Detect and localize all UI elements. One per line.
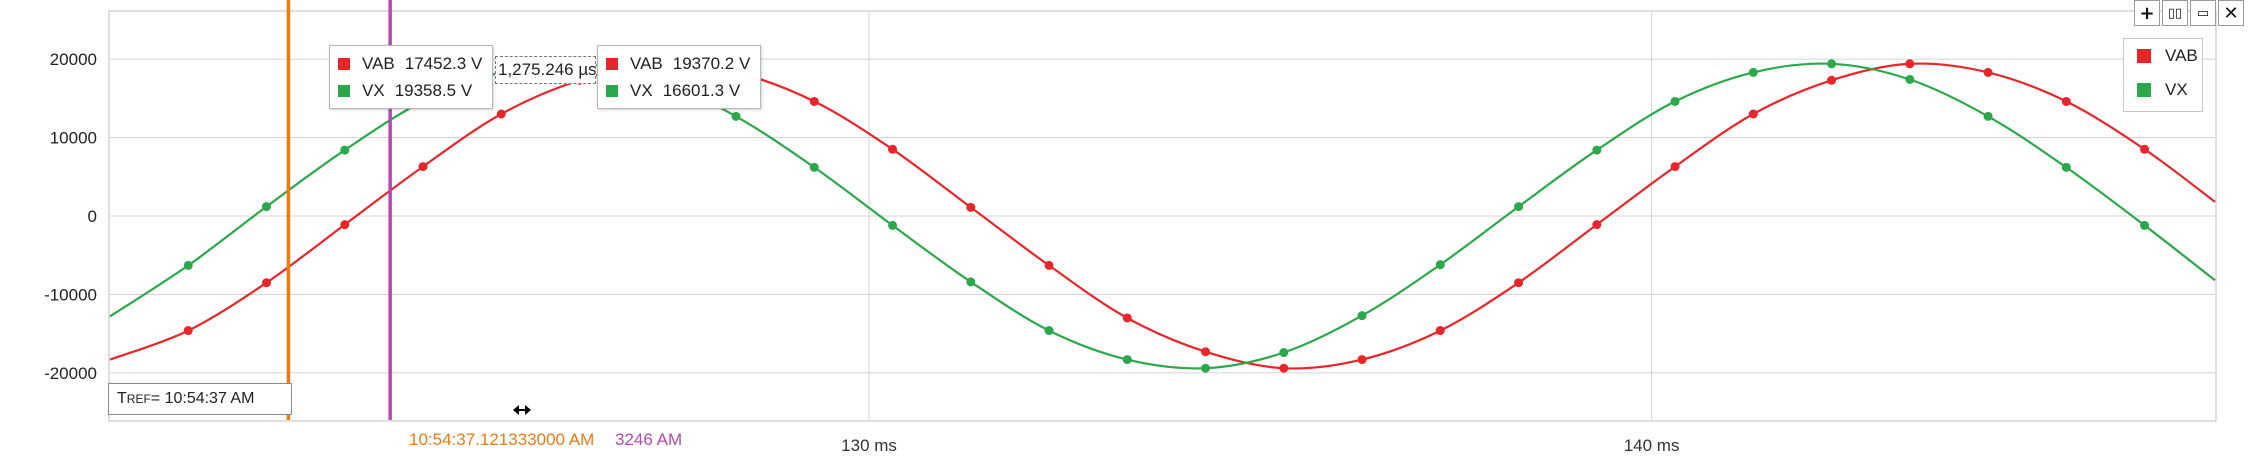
data-point-vx: [1357, 311, 1367, 321]
vx-swatch-icon: [606, 84, 618, 97]
data-point-vab: [888, 144, 898, 154]
vab-legend-swatch-icon: [2137, 49, 2151, 63]
data-point-vx: [262, 202, 272, 212]
legend-item-vab[interactable]: VAB: [2124, 39, 2202, 73]
data-point-vab: [809, 96, 819, 106]
y-tick-label: -10000: [44, 285, 97, 304]
tooltip-series-name: VX: [362, 80, 385, 100]
tooltip-row: VAB 19370.2 V: [606, 50, 750, 77]
tooltip-series-value: 16601.3 V: [662, 80, 741, 100]
data-point-vab: [1514, 278, 1524, 288]
tooltip-cursor-2: VAB 19370.2 V VX 16601.3 V: [597, 45, 762, 109]
tooltip-series-value: 17452.3 V: [404, 53, 483, 73]
tooltip-series-name: VAB: [630, 53, 663, 73]
data-point-vx: [731, 111, 741, 121]
tref-value: = 10:54:37 AM: [150, 390, 255, 407]
data-point-vab: [340, 220, 350, 230]
close-chart-button[interactable]: ✕: [2218, 0, 2244, 26]
series-line-vab: [109, 62, 2216, 370]
tooltip-series-value: 19370.2 V: [672, 53, 751, 73]
y-tick-label: 0: [88, 207, 97, 226]
legend-label: VX: [2165, 80, 2188, 99]
tooltip-series-value: 19358.5 V: [394, 80, 473, 100]
data-point-vx: [1514, 202, 1524, 212]
data-point-vx: [888, 220, 898, 230]
time-reference-label: T REF = 10:54:37 AM: [108, 383, 292, 415]
data-point-vx: [1670, 96, 1680, 106]
data-point-vab: [183, 326, 193, 336]
tref-prefix: T: [117, 390, 127, 407]
tooltip-series-name: VAB: [362, 53, 395, 73]
data-point-vab: [1670, 162, 1680, 172]
data-point-vx: [1905, 74, 1915, 84]
data-point-vab: [418, 162, 428, 172]
data-point-vab: [1044, 260, 1054, 270]
data-point-vab: [1357, 355, 1367, 365]
data-point-vx: [1435, 260, 1445, 270]
data-point-vab: [2140, 144, 2150, 154]
data-point-vab: [496, 109, 506, 119]
tick-labels: 20000 10000 0 -10000 -20000 130 ms 140 ms: [44, 50, 1679, 455]
cursor-delta-label: 1,275.246 µs: [495, 56, 596, 84]
vab-swatch-icon: [606, 57, 618, 70]
x-tick-label: 130 ms: [841, 436, 897, 455]
vx-swatch-icon: [338, 84, 350, 97]
data-point-vab: [1905, 59, 1915, 69]
data-point-vx: [2140, 220, 2150, 230]
data-point-vx: [1748, 67, 1758, 77]
data-point-vx: [340, 145, 350, 155]
y-tick-label: 20000: [50, 50, 97, 69]
x-tick-label: 140 ms: [1624, 436, 1680, 455]
split-horizontal-button[interactable]: ▯▯: [2162, 0, 2188, 26]
data-point-vx: [966, 277, 976, 287]
data-point-vab: [1279, 363, 1289, 373]
vab-swatch-icon: [338, 57, 350, 70]
tooltip-series-name: VX: [630, 80, 653, 100]
legend-item-vx[interactable]: VX: [2124, 73, 2202, 107]
add-chart-button[interactable]: +: [2134, 0, 2160, 26]
data-point-vab: [1201, 347, 1211, 357]
data-point-vab: [262, 278, 272, 288]
data-point-vx: [1827, 59, 1837, 69]
data-point-vx: [1279, 348, 1289, 358]
cursor-2-time-label: 3246 AM: [615, 430, 683, 449]
data-point-vab: [1435, 326, 1445, 336]
data-point-vx: [1201, 363, 1211, 373]
data-point-vx: [1044, 326, 1054, 336]
data-point-vx: [809, 162, 819, 172]
tooltip-row: VX 19358.5 V: [338, 77, 482, 104]
data-point-vx: [1983, 111, 1993, 121]
data-point-vab: [1748, 109, 1758, 119]
y-tick-label: 10000: [50, 129, 97, 148]
split-vertical-button[interactable]: ▭: [2190, 0, 2216, 26]
y-tick-label: -20000: [44, 364, 97, 383]
data-point-vab: [966, 202, 976, 212]
data-point-vab: [1592, 220, 1602, 230]
data-point-vab: [1983, 67, 1993, 77]
cursor-1-time-label: 10:54:37.121333000 AM: [409, 430, 595, 449]
tooltip-row: VAB 17452.3 V: [338, 50, 482, 77]
legend: VAB VX: [2123, 38, 2203, 112]
data-point-vx: [2061, 162, 2071, 172]
legend-label: VAB: [2165, 46, 2198, 65]
delta-arrow-icon: [513, 405, 531, 415]
data-point-vab: [1122, 313, 1132, 323]
tref-subscript: REF: [126, 392, 151, 406]
data-point-vab: [2061, 96, 2071, 106]
data-point-vx: [1122, 355, 1132, 365]
data-point-vx: [183, 260, 193, 270]
data-point-vx: [1592, 145, 1602, 155]
vx-legend-swatch-icon: [2137, 83, 2151, 97]
data-point-vab: [1827, 75, 1837, 85]
tooltip-row: VX 16601.3 V: [606, 77, 750, 104]
tooltip-cursor-1: VAB 17452.3 V VX 19358.5 V: [329, 45, 494, 109]
